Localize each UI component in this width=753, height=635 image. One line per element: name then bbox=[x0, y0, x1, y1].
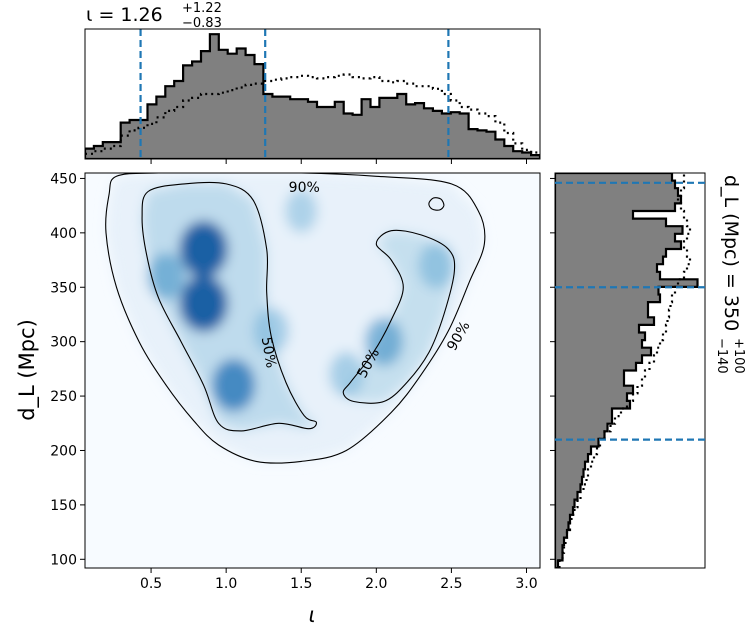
top-hist-solid-bars bbox=[85, 33, 540, 159]
y-axis-label: d_L (Mpc) bbox=[15, 319, 40, 421]
right-hist-title-sub: −140 bbox=[714, 338, 729, 374]
right-hist-dotted-line bbox=[558, 173, 692, 568]
top-histogram-panel: ι = 1.26 +1.22 −0.83 bbox=[84, 1, 541, 164]
contour-line bbox=[342, 229, 456, 404]
x-tick-label: 2.0 bbox=[365, 576, 387, 592]
x-tick-label: 0.5 bbox=[140, 576, 162, 592]
density-peak bbox=[329, 351, 364, 397]
density-peak bbox=[147, 252, 185, 300]
x-tick-label: 3.0 bbox=[515, 576, 537, 592]
density-peak bbox=[418, 242, 455, 289]
contour-label: 90% bbox=[289, 180, 320, 196]
y-tick-label: 100 bbox=[50, 552, 77, 568]
y-tick-label: 450 bbox=[50, 171, 77, 187]
contour-line bbox=[141, 181, 317, 432]
main-frame bbox=[84, 172, 541, 569]
top-hist-title-sub: −0.83 bbox=[182, 16, 222, 31]
density-peak bbox=[364, 317, 403, 366]
density-peak bbox=[253, 307, 289, 354]
y-tick-label: 350 bbox=[50, 280, 77, 296]
main-density-panel: 90%90%50% 50% 0.5 1.0 1.5 2.0 2.5 3.0 10015020… bbox=[15, 171, 541, 627]
y-tick-label: 150 bbox=[50, 498, 77, 514]
y-tick-label: 250 bbox=[50, 389, 77, 405]
right-histogram-panel: d_L (Mpc) = 350 +100 −140 bbox=[550, 172, 746, 569]
right-hist-title-sup: +100 bbox=[731, 338, 746, 374]
y-tick-label: 300 bbox=[50, 335, 77, 351]
top-hist-dotted-line bbox=[85, 73, 540, 155]
right-hist-frame bbox=[554, 172, 706, 569]
contour-label: 50% bbox=[258, 336, 279, 369]
top-hist-title-sup: +1.22 bbox=[182, 1, 222, 16]
top-hist-frame bbox=[84, 28, 541, 160]
x-tick-label: 1.5 bbox=[290, 576, 312, 592]
density-peak bbox=[212, 359, 256, 412]
top-hist-title: ι = 1.26 bbox=[86, 4, 163, 26]
x-tick-label: 1.0 bbox=[215, 576, 237, 592]
density-peak bbox=[179, 275, 228, 332]
contour-line bbox=[105, 173, 486, 464]
y-tick-label: 400 bbox=[50, 226, 77, 242]
x-tick-label: 2.5 bbox=[440, 576, 462, 592]
x-axis-label: ι bbox=[308, 603, 315, 627]
y-tick-label: 200 bbox=[50, 443, 77, 459]
contour-line bbox=[428, 197, 445, 211]
density-peak bbox=[179, 221, 228, 278]
right-hist-title: d_L (Mpc) = 350 bbox=[720, 175, 742, 331]
density-peak bbox=[285, 189, 318, 233]
right-hist-solid-bars bbox=[555, 173, 699, 568]
